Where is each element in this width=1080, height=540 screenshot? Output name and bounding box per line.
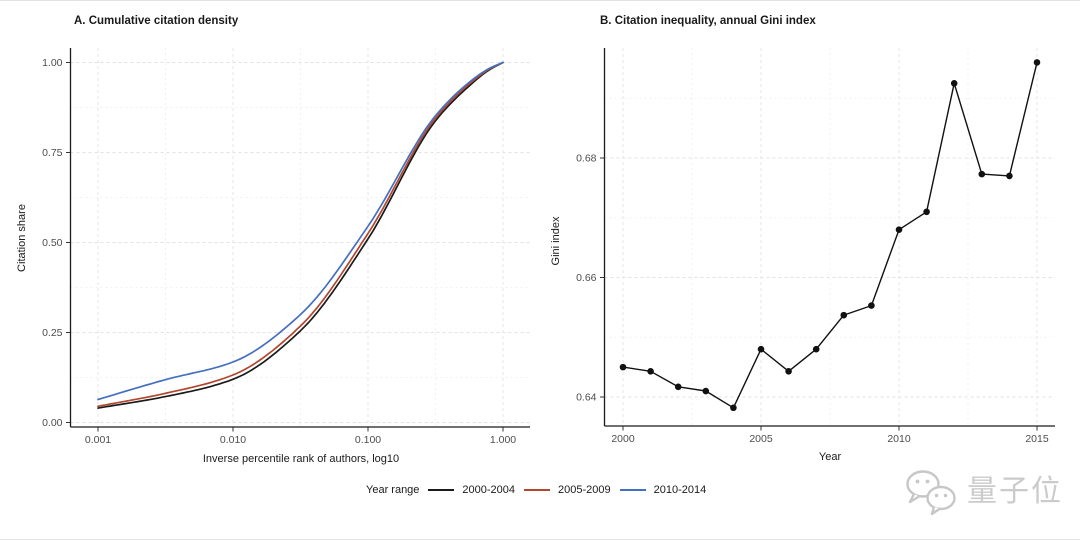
panel-b-plot: 2000 2005 2010 2015 0.64 0.66 0.68 bbox=[576, 48, 1055, 445]
legend-item-2010-2014: 2010-2014 bbox=[619, 484, 707, 496]
legend-line-swatch-blue bbox=[619, 489, 646, 491]
data-point-2015 bbox=[1033, 59, 1041, 66]
y-tick-label: 1.00 bbox=[42, 57, 63, 69]
data-point-2014 bbox=[1006, 172, 1013, 180]
x-tick-label: 0.001 bbox=[85, 434, 111, 446]
y-tick-label: 0.64 bbox=[576, 392, 597, 404]
watermark-brand-text: 量子位 bbox=[967, 475, 1063, 508]
data-point-2013 bbox=[978, 170, 986, 178]
legend-title: Year range bbox=[366, 484, 420, 496]
data-point-2012 bbox=[950, 80, 958, 87]
legend-line-swatch-black bbox=[428, 489, 455, 491]
x-tick-label: 2005 bbox=[749, 433, 773, 445]
wechat-icon bbox=[906, 470, 956, 516]
series-line-2010-2014 bbox=[97, 61, 504, 401]
watermark: 量子位 bbox=[903, 468, 1063, 516]
y-tick-label: 0.68 bbox=[576, 153, 597, 165]
panel-b-xaxis-title: Year bbox=[818, 451, 842, 463]
x-tick-label: 1.000 bbox=[490, 434, 516, 446]
y-tick-label: 0.66 bbox=[576, 272, 597, 284]
panel-a-title: A. Cumulative citation density bbox=[74, 15, 239, 27]
series-line-2005-2009 bbox=[97, 61, 504, 408]
panel-b-yaxis-title: Gini index bbox=[550, 216, 562, 266]
y-tick-label: 0.25 bbox=[42, 327, 63, 339]
gini-series-line bbox=[622, 62, 1038, 409]
data-point-2008 bbox=[840, 311, 848, 319]
data-point-2007 bbox=[812, 345, 820, 353]
y-tick-label: 0.50 bbox=[42, 237, 63, 249]
data-point-2000 bbox=[619, 363, 627, 371]
data-point-2004 bbox=[730, 404, 737, 412]
panel-a-xaxis-title: Inverse percentile rank of authors, log1… bbox=[202, 453, 400, 465]
x-tick-label: 2000 bbox=[611, 433, 635, 445]
data-point-2002 bbox=[674, 383, 682, 391]
x-tick-label: 2015 bbox=[1025, 433, 1049, 445]
legend-item-2000-2004: 2000-2004 bbox=[428, 484, 515, 496]
data-point-2011 bbox=[923, 208, 930, 216]
data-point-2003 bbox=[702, 387, 710, 395]
y-tick-label: 0.75 bbox=[42, 147, 63, 159]
x-tick-label: 2010 bbox=[887, 433, 911, 445]
data-point-2001 bbox=[647, 368, 654, 375]
series-line-2000-2004 bbox=[97, 61, 504, 409]
data-point-2010 bbox=[895, 226, 903, 233]
panel-b-title: B. Citation inequality, annual Gini inde… bbox=[600, 15, 816, 27]
legend: Year range 2000-2004 2005-2009 2010-2014 bbox=[366, 484, 706, 496]
legend-item-label: 2010-2014 bbox=[653, 484, 707, 496]
legend-item-label: 2005-2009 bbox=[558, 484, 611, 496]
x-tick-label: 0.010 bbox=[220, 434, 246, 446]
legend-item-2005-2009: 2005-2009 bbox=[524, 484, 611, 496]
data-point-2006 bbox=[785, 368, 792, 375]
panel-a-plot: 0.001 0.010 0.100 1.000 0.00 0.25 0.50 0.75 1.00 bbox=[42, 48, 530, 446]
legend-line-swatch-red bbox=[524, 489, 551, 491]
y-tick-label: 0.00 bbox=[42, 417, 63, 429]
legend-item-label: 2000-2004 bbox=[462, 484, 516, 496]
data-point-2005 bbox=[757, 345, 765, 353]
data-point-2009 bbox=[868, 302, 875, 309]
x-tick-label: 0.100 bbox=[355, 434, 381, 446]
panel-a-yaxis-title: Citation share bbox=[16, 204, 28, 272]
